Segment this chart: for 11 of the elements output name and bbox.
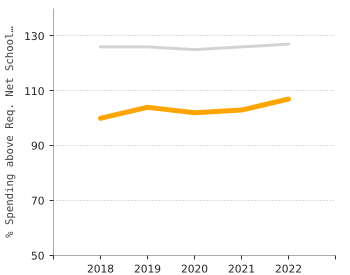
y-axis-title: % Spending above Req. Net School… [3,26,16,238]
x-tick-label: 2022 [274,262,302,275]
x-tick-label: 2020 [180,262,208,275]
x-tick-label: 2018 [86,262,114,275]
y-tick-label: 70 [30,194,45,208]
y-tick-label: 130 [24,30,45,43]
y-tick-label: 50 [30,250,45,262]
y-tick-label: 90 [30,140,45,153]
x-tick-label: 2021 [228,262,256,275]
y-tick-label: 110 [24,84,45,98]
x-tick-label: 2019 [134,262,162,275]
